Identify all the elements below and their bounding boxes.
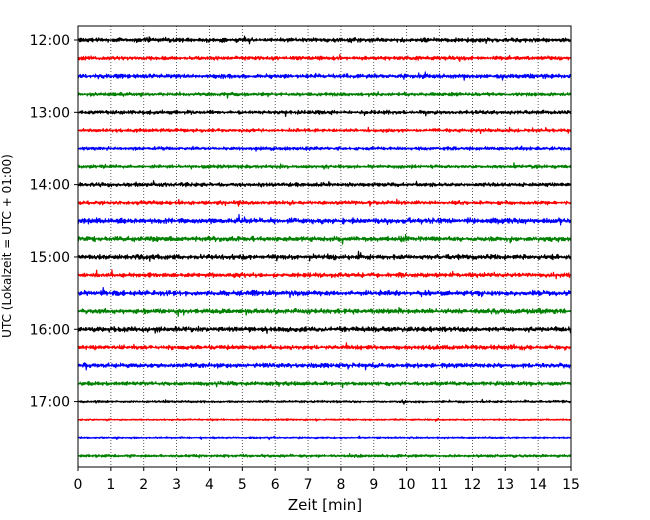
- seismogram-trace: [77, 234, 572, 245]
- x-tick-label: 12: [463, 477, 481, 493]
- seismogram-trace: [77, 342, 572, 351]
- x-tick-label: 9: [369, 477, 378, 493]
- seismogram-trace: [77, 453, 572, 459]
- x-tick-label: 11: [431, 477, 449, 493]
- seismogram-trace: [77, 417, 572, 422]
- seismogram-trace: [77, 398, 572, 405]
- seismogram-trace: [77, 362, 572, 371]
- seismogram-trace: [77, 250, 572, 262]
- seismogram-trace: [77, 213, 572, 226]
- x-tick-label: 4: [205, 477, 214, 493]
- seismogram-traces: [77, 35, 572, 459]
- seismogram-trace: [77, 380, 572, 389]
- x-tick-label: 7: [304, 477, 313, 493]
- seismogram-trace: [77, 54, 572, 62]
- x-axis-label: Zeit [min]: [288, 496, 362, 514]
- y-axis-label: UTC (Lokalzeit = UTC + 01:00): [0, 154, 14, 338]
- x-tick-label: 15: [562, 477, 580, 493]
- y-tick-label: 15:00: [30, 250, 70, 266]
- seismogram-trace: [77, 180, 572, 188]
- seismogram-trace: [77, 91, 572, 99]
- y-axis-ticks: 12:00 13:00 14:00 15:00 16:00 17:00: [30, 33, 78, 411]
- y-tick-label: 13:00: [30, 105, 70, 121]
- x-tick-label: 1: [106, 477, 115, 493]
- x-tick-label: 2: [139, 477, 148, 493]
- seismogram-trace: [77, 198, 572, 207]
- seismogram-trace: [77, 269, 572, 280]
- y-tick-label: 17:00: [30, 395, 70, 411]
- seismogram-trace: [77, 35, 572, 45]
- x-tick-label: 5: [238, 477, 247, 493]
- seismogram-trace: [77, 325, 572, 334]
- seismogram-trace: [77, 287, 572, 298]
- seismogram-trace: [77, 109, 572, 117]
- x-axis-ticks: 0 1 2 3 4 5 6 7 8 9 10 11 12 13 14 15: [74, 467, 580, 493]
- x-tick-label: 14: [529, 477, 547, 493]
- x-tick-label: 6: [271, 477, 280, 493]
- seismogram-trace: [77, 435, 572, 441]
- y-tick-label: 12:00: [30, 33, 70, 49]
- seismogram-trace: [77, 145, 572, 152]
- x-tick-label: 3: [172, 477, 181, 493]
- x-tick-label: 10: [398, 477, 416, 493]
- x-tick-label: 13: [496, 477, 514, 493]
- seismogram-trace: [77, 307, 572, 317]
- seismogram-trace: [77, 71, 572, 81]
- x-tick-label: 0: [74, 477, 83, 493]
- y-tick-label: 14:00: [30, 178, 70, 194]
- x-tick-label: 8: [336, 477, 345, 493]
- seismogram-trace: [77, 126, 572, 135]
- y-tick-label: 16:00: [30, 322, 70, 338]
- seismogram-trace: [77, 162, 572, 170]
- plot-frame: [77, 25, 572, 468]
